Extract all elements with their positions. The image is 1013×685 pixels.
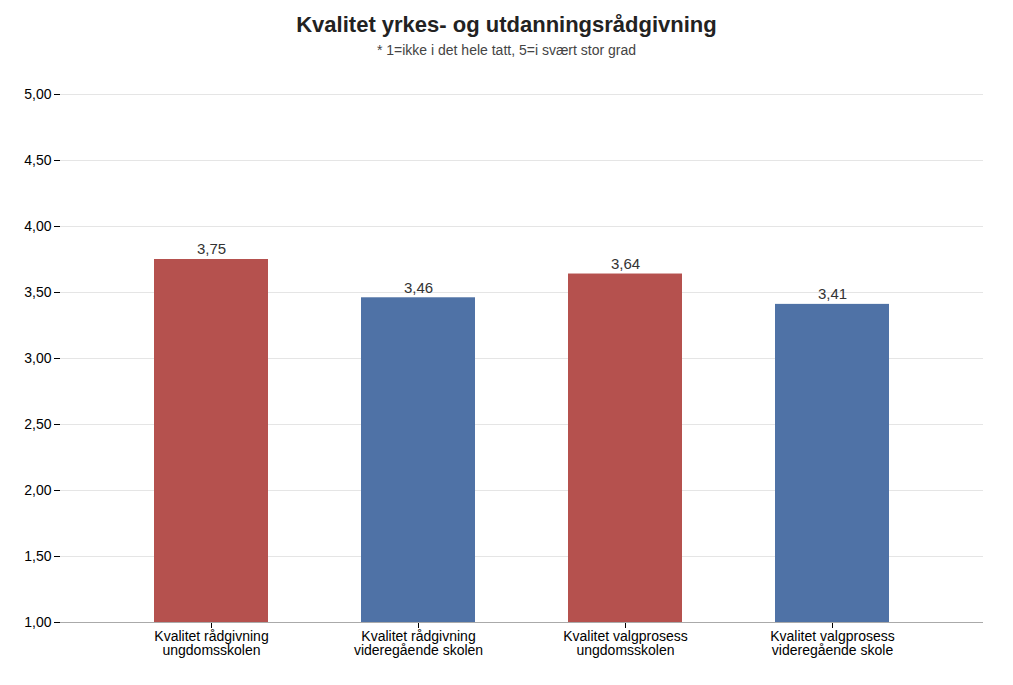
svg-text:2,00: 2,00 xyxy=(24,482,51,498)
svg-text:Kvalitet rådgivningungdomsskol: Kvalitet rådgivningungdomsskolen xyxy=(154,628,268,658)
svg-text:5,00: 5,00 xyxy=(24,86,51,102)
svg-text:3,46: 3,46 xyxy=(404,279,433,296)
svg-text:3,64: 3,64 xyxy=(611,255,640,272)
html-text:Kvalitet yrkes- og utdanningsr: Kvalitet yrkes- og utdanningsrådgivning xyxy=(296,12,717,37)
svg-text:1,50: 1,50 xyxy=(24,548,51,564)
svg-text:3,00: 3,00 xyxy=(24,350,51,366)
svg-text:Kvalitet valgprosessungdomssko: Kvalitet valgprosessungdomsskolen xyxy=(563,628,688,658)
svg-text:3,75: 3,75 xyxy=(197,240,226,257)
svg-text:3,41: 3,41 xyxy=(818,285,847,302)
svg-text:4,50: 4,50 xyxy=(24,152,51,168)
svg-text:Kvalitet valgprosessvideregåen: Kvalitet valgprosessvideregående skole xyxy=(770,628,895,658)
svg-text:1,00: 1,00 xyxy=(24,614,51,630)
svg-text:4,00: 4,00 xyxy=(24,218,51,234)
svg-text:2,50: 2,50 xyxy=(24,416,51,432)
svg-text:3,50: 3,50 xyxy=(24,284,51,300)
svg-text:Kvalitet rådgivningvideregåend: Kvalitet rådgivningvideregående skolen xyxy=(354,628,483,658)
html-text:* 1=ikke i det hele tatt, 5=i: * 1=ikke i det hele tatt, 5=i svært stor… xyxy=(376,42,637,58)
